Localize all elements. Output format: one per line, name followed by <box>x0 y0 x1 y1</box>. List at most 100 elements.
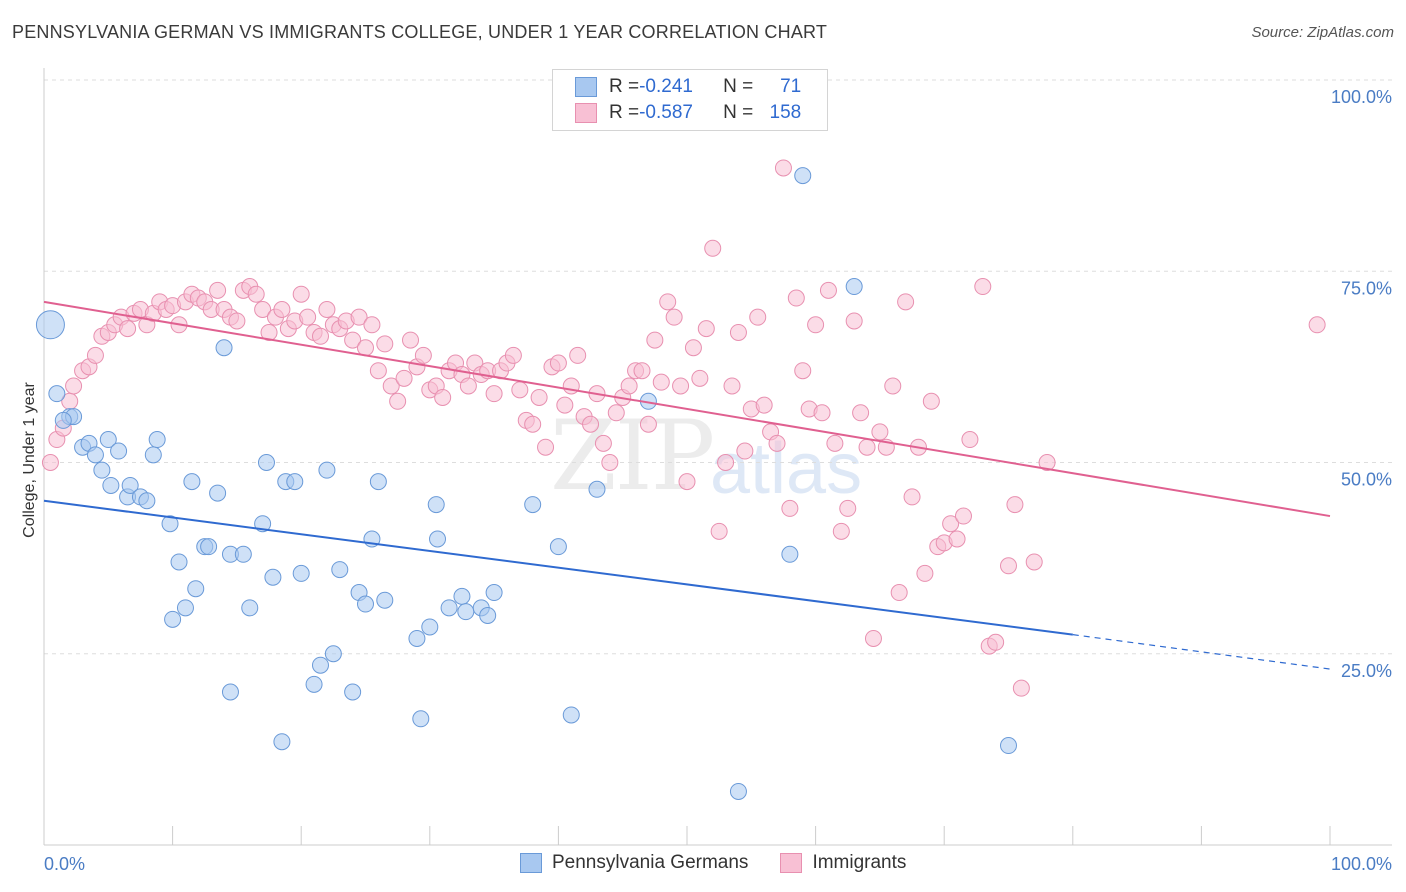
penn-point <box>93 461 111 479</box>
penn-point <box>1000 737 1017 755</box>
immigrants-point <box>1308 316 1326 334</box>
immigrants-point <box>646 331 664 349</box>
legend-n-value: 71 <box>780 76 802 97</box>
tick-labels: 100.0% 75.0% 50.0% 25.0% 0.0% 100.0% <box>44 87 1392 874</box>
penn-point <box>479 607 497 624</box>
penn-point <box>524 496 542 514</box>
immigrants-point <box>1000 557 1017 575</box>
penn-point <box>305 675 323 693</box>
y-tick-label: 75.0% <box>1341 278 1392 298</box>
immigrants-point <box>363 316 381 334</box>
penn-point <box>412 710 430 728</box>
immigrants-point <box>697 320 715 338</box>
immigrants-point <box>1025 553 1043 571</box>
y-tick-label: 100.0% <box>1331 87 1392 107</box>
legend-item-penn[interactable]: Pennsylvania Germans <box>520 852 748 874</box>
immigrants-point <box>839 499 857 517</box>
immigrants-point <box>524 415 542 433</box>
penn-point <box>324 645 342 663</box>
immigrants-point <box>556 396 574 414</box>
penn-point <box>369 473 387 491</box>
penn-point <box>48 385 66 403</box>
penn-point <box>286 473 304 491</box>
trend-lines <box>43 300 1331 670</box>
penn-point <box>144 446 162 464</box>
penn-point <box>170 553 188 571</box>
immigrants-point <box>678 473 696 491</box>
immigrants-point <box>922 392 940 410</box>
immigrants-point <box>826 434 844 452</box>
immigrants-point <box>530 388 548 406</box>
penn-point <box>257 454 275 471</box>
immigrants-point <box>434 388 452 406</box>
immigrants-point <box>569 346 587 364</box>
immigrants-point <box>729 323 747 341</box>
immigrants-point <box>260 323 278 341</box>
immigrants-point <box>601 454 619 471</box>
legend-r-value: -0.241 <box>639 76 693 97</box>
immigrants-point <box>987 633 1005 651</box>
penn-point <box>729 782 747 800</box>
legend-n-value: 158 <box>769 102 802 123</box>
penn-point <box>102 476 120 494</box>
y-tick-label: 25.0% <box>1341 661 1392 681</box>
immigrants-point <box>389 392 407 410</box>
immigrants-point <box>665 308 683 326</box>
immigrants-point <box>897 293 915 311</box>
chart-source: Source: ZipAtlas.com <box>1251 24 1394 41</box>
immigrants-point <box>65 377 83 395</box>
penn-point <box>421 618 439 636</box>
immigrants-point <box>864 629 882 647</box>
penn-point <box>588 480 606 498</box>
penn-point <box>86 446 104 464</box>
immigrants-point <box>704 239 722 257</box>
immigrants-point <box>119 320 137 338</box>
immigrants-point <box>691 369 709 387</box>
penn-point <box>357 595 374 613</box>
immigrants-point <box>299 308 317 326</box>
penn-point <box>264 568 282 586</box>
immigrants-point <box>395 369 413 387</box>
penn-point <box>408 629 426 647</box>
penn-point <box>187 580 205 598</box>
immigrants-point <box>903 488 921 506</box>
y-axis-label: College, Under 1 year <box>21 382 38 538</box>
penn-point <box>485 584 503 602</box>
legend-item-immigrants[interactable]: Immigrants <box>780 852 906 874</box>
stats-legend: R = -0.241 N = 71 R = -0.587 N = 158 <box>552 69 828 131</box>
immigrants-point <box>652 373 670 391</box>
penn-point <box>183 473 201 491</box>
penn-point <box>221 683 239 701</box>
penn-point <box>794 167 812 185</box>
penn-point <box>427 496 445 514</box>
legend-r-label: R = <box>609 102 640 123</box>
penn-point <box>176 599 194 617</box>
immigrants-point <box>344 331 362 349</box>
penn-point <box>200 538 218 556</box>
x-tick-label: 100.0% <box>1331 854 1392 874</box>
immigrants-point <box>961 431 979 449</box>
trend-line-penn <box>43 499 1073 636</box>
immigrants-point <box>736 442 754 460</box>
immigrants-point <box>858 438 876 456</box>
immigrants-point <box>717 454 735 471</box>
immigrants-point <box>254 301 272 318</box>
immigrants-point <box>633 362 651 380</box>
immigrants-point <box>942 515 960 533</box>
immigrants-point <box>684 339 702 357</box>
penn-point <box>161 515 179 533</box>
immigrants-point <box>369 362 387 380</box>
penn-point <box>344 683 362 701</box>
legend-swatch-penn <box>575 77 597 97</box>
trend-line-penn-extension <box>1072 634 1331 670</box>
immigrants-point <box>787 289 805 307</box>
immigrants-point <box>292 285 310 303</box>
immigrants-point <box>710 522 728 540</box>
immigrants-point <box>813 404 831 422</box>
penn-point <box>376 591 394 609</box>
axes <box>43 68 1392 846</box>
immigrants-point <box>749 308 767 326</box>
penn-point <box>453 587 471 605</box>
penn-point <box>781 545 799 563</box>
